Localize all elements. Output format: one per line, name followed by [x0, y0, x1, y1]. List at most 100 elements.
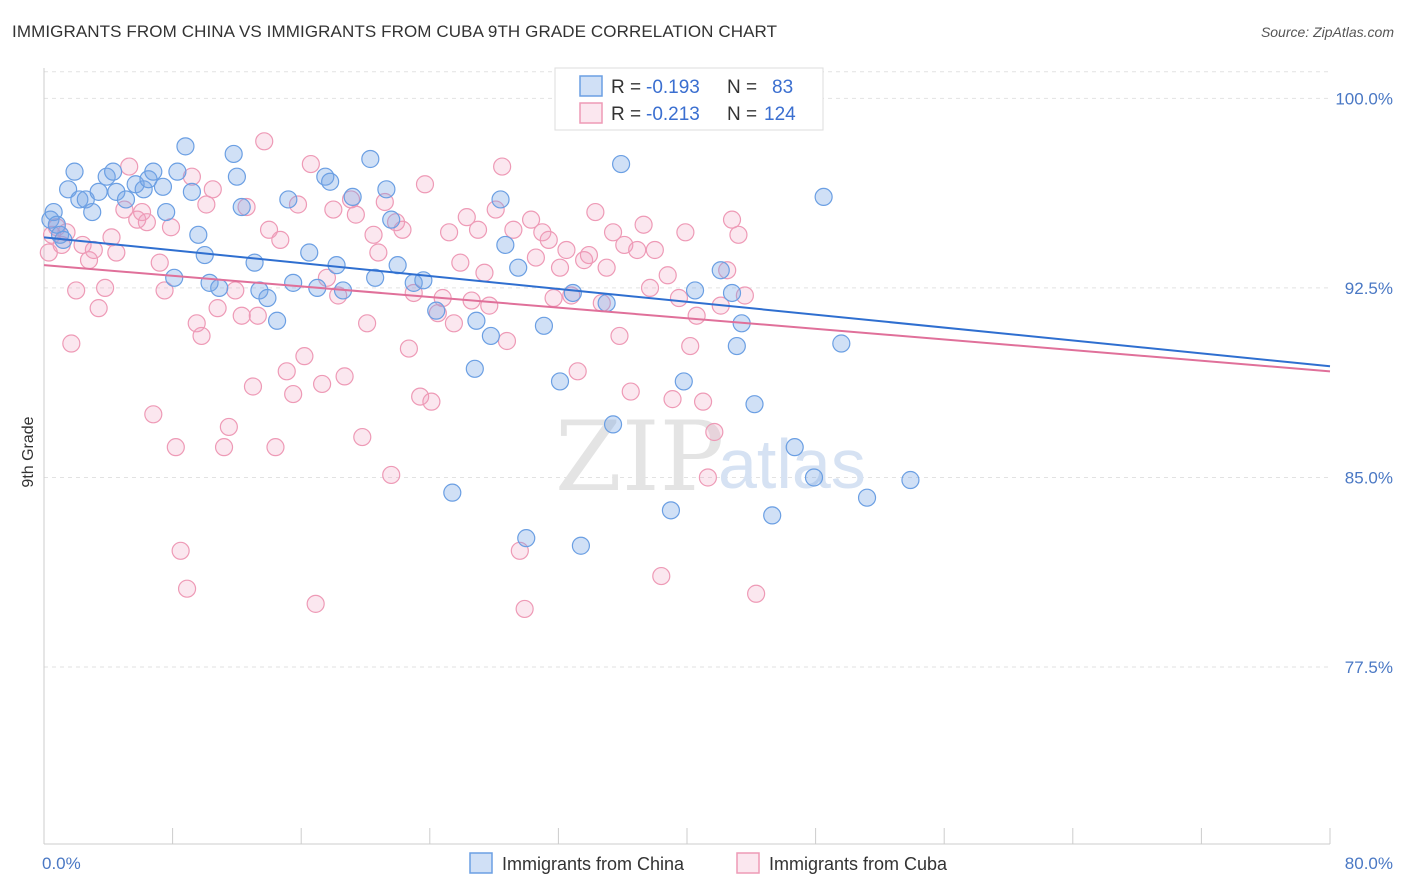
y-tick-label: 85.0%	[1345, 468, 1393, 487]
data-point	[258, 288, 277, 308]
data-point	[496, 235, 515, 255]
data-point	[621, 382, 640, 401]
data-point	[603, 415, 623, 434]
data-point	[288, 195, 308, 214]
data-point	[763, 506, 782, 525]
data-point	[312, 374, 332, 394]
data-point	[718, 261, 737, 280]
data-point	[451, 253, 470, 272]
data-point	[386, 213, 406, 232]
legend-swatch-cuba	[579, 102, 603, 124]
data-point	[83, 202, 102, 222]
y-tick-label: 92.5%	[1345, 279, 1393, 298]
data-point	[658, 266, 677, 285]
data-point	[486, 200, 505, 219]
data-point	[652, 566, 671, 586]
data-point	[388, 256, 407, 275]
data-point	[165, 268, 184, 287]
data-point	[533, 223, 552, 242]
data-point	[457, 208, 476, 227]
legend-cuba-n-value: 124	[764, 104, 796, 125]
data-point	[369, 243, 388, 262]
data-point	[89, 182, 108, 201]
data-point	[393, 220, 412, 239]
data-point	[62, 334, 81, 353]
data-point	[534, 316, 554, 335]
data-point	[411, 387, 430, 406]
data-point	[266, 438, 285, 457]
legend-swatch-china	[579, 75, 603, 97]
data-point	[248, 306, 267, 325]
data-point	[550, 258, 570, 277]
legend-cuba-r-label: R =	[611, 104, 641, 125]
data-point	[197, 195, 216, 214]
data-point	[439, 223, 459, 242]
data-point	[857, 488, 877, 507]
data-point	[182, 182, 201, 201]
data-point	[134, 180, 153, 199]
data-point	[171, 541, 190, 560]
data-point	[150, 253, 169, 272]
data-point	[59, 180, 78, 199]
data-point	[166, 438, 185, 457]
data-point	[144, 405, 163, 424]
data-point	[563, 283, 582, 303]
data-point	[544, 288, 563, 308]
data-point	[661, 501, 681, 520]
data-point	[611, 154, 631, 174]
data-point	[358, 314, 377, 333]
data-point	[475, 263, 494, 282]
y-tick-label: 100.0%	[1335, 89, 1393, 108]
legend-china-n-value: 83	[772, 77, 793, 98]
data-point	[586, 202, 605, 222]
data-point	[443, 483, 462, 502]
data-point	[628, 240, 647, 260]
source-label: Source: ZipAtlas.com	[1260, 24, 1394, 40]
data-point	[517, 529, 536, 548]
data-point	[681, 336, 700, 356]
data-point	[832, 334, 851, 353]
data-point	[579, 245, 599, 265]
data-point	[237, 197, 256, 217]
data-point	[687, 306, 706, 325]
data-point	[698, 468, 717, 487]
data-point	[107, 243, 126, 262]
data-point	[745, 395, 764, 414]
data-point	[669, 288, 689, 308]
data-point	[504, 220, 523, 239]
data-point	[727, 336, 746, 356]
data-point	[107, 182, 126, 201]
data-point	[161, 218, 181, 237]
data-point	[497, 331, 517, 351]
data-point	[640, 278, 660, 298]
data-point	[224, 144, 243, 164]
data-point	[568, 362, 587, 381]
data-point	[267, 311, 287, 330]
data-point	[120, 157, 139, 176]
y-tick-label: 77.5%	[1345, 658, 1393, 677]
y-axis-label: 9th Grade	[20, 416, 37, 487]
data-point	[65, 162, 84, 181]
data-point	[84, 240, 103, 260]
data-point	[468, 220, 488, 239]
data-point	[284, 384, 303, 404]
data-point	[382, 465, 401, 485]
data-point	[526, 248, 545, 267]
data-point	[814, 187, 833, 207]
y-tick-labels: 77.5% 85.0% 92.5% 100.0%	[1335, 89, 1393, 677]
data-point	[245, 253, 264, 272]
data-point	[557, 240, 576, 260]
data-point	[259, 220, 279, 239]
data-point	[192, 326, 211, 346]
data-point	[711, 261, 730, 280]
legend-china-r-value: -0.193	[646, 77, 700, 98]
data-point	[70, 190, 89, 209]
bottom-legend-swatch-china	[469, 852, 493, 874]
data-point	[603, 223, 623, 242]
x-axis-ticks	[43, 828, 1331, 844]
data-point	[427, 301, 446, 320]
data-point	[324, 200, 343, 219]
x-tick-label-max: 80.0%	[1345, 854, 1393, 873]
data-point	[575, 251, 594, 270]
